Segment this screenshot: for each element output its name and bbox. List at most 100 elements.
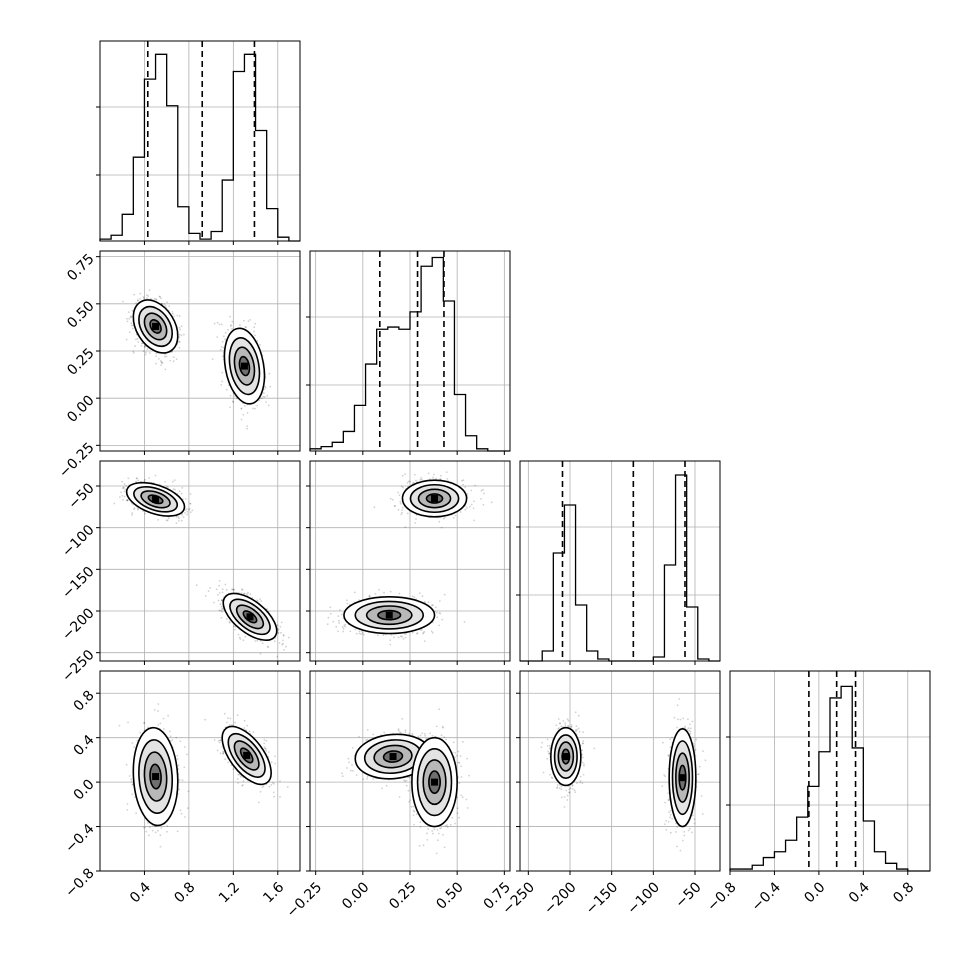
scatter-point bbox=[122, 300, 124, 303]
scatter-point bbox=[223, 712, 226, 715]
scatter-point bbox=[131, 327, 134, 330]
scatter-point bbox=[172, 480, 174, 483]
scatter-point bbox=[167, 517, 170, 520]
scatter-point bbox=[180, 334, 183, 337]
scatter-point bbox=[261, 397, 263, 400]
scatter-point bbox=[135, 480, 138, 483]
scatter-point bbox=[146, 348, 149, 350]
scatter-point bbox=[242, 413, 245, 416]
scatter-point bbox=[204, 718, 207, 721]
scatter-point bbox=[269, 385, 272, 388]
scatter-point bbox=[155, 298, 157, 300]
scatter-point bbox=[180, 519, 183, 522]
scatter-point bbox=[155, 362, 157, 365]
scatter-point bbox=[256, 599, 258, 602]
scatter-point bbox=[178, 326, 181, 329]
scatter-point bbox=[183, 766, 186, 769]
scatter-point bbox=[219, 348, 222, 351]
scatter-point bbox=[276, 655, 279, 658]
scatter-point bbox=[161, 362, 164, 364]
scatter-point bbox=[130, 316, 133, 318]
scatter-point bbox=[171, 739, 174, 741]
scatter-point bbox=[438, 520, 441, 523]
y-tick-label: 0.00 bbox=[64, 393, 97, 426]
scatter-point bbox=[259, 790, 262, 793]
scatter-point bbox=[277, 632, 279, 634]
scatter-point bbox=[131, 742, 134, 744]
scatter-point bbox=[239, 638, 242, 640]
scatter-point bbox=[143, 722, 146, 724]
scatter-point bbox=[218, 323, 221, 326]
scatter-point bbox=[490, 501, 493, 504]
scatter-point bbox=[239, 324, 241, 326]
scatter-point bbox=[238, 636, 241, 639]
scatter-point bbox=[236, 714, 239, 717]
scatter-point bbox=[178, 517, 180, 520]
scatter-point bbox=[415, 518, 417, 520]
scatter-point bbox=[172, 488, 175, 491]
scatter-point bbox=[151, 829, 154, 832]
scatter-point bbox=[282, 634, 285, 636]
scatter-point bbox=[243, 592, 246, 595]
scatter-point bbox=[391, 498, 394, 501]
scatter-point bbox=[413, 473, 416, 476]
scatter-point bbox=[264, 387, 267, 389]
scatter-point bbox=[172, 360, 175, 363]
scatter-point bbox=[282, 634, 285, 637]
scatter-point bbox=[244, 405, 246, 407]
scatter-point bbox=[256, 340, 259, 342]
scatter-point bbox=[474, 484, 477, 487]
scatter-point bbox=[139, 292, 142, 295]
scatter-point bbox=[127, 311, 130, 314]
scatter-point bbox=[189, 503, 192, 505]
scatter-point bbox=[123, 495, 126, 498]
y-tick-label: −50 bbox=[65, 480, 97, 512]
scatter-point bbox=[231, 724, 234, 726]
scatter-point bbox=[274, 755, 276, 758]
scatter-point bbox=[246, 427, 249, 430]
scatter-point bbox=[184, 512, 186, 514]
scatter-point bbox=[265, 401, 267, 403]
scatter-point bbox=[446, 478, 449, 480]
x-tick-label: 0.0 bbox=[801, 879, 828, 906]
scatter-point bbox=[254, 640, 257, 642]
histogram-panel-2 bbox=[516, 460, 721, 665]
scatter-point bbox=[123, 490, 126, 493]
scatter-point bbox=[121, 495, 124, 497]
scatter-point bbox=[175, 516, 178, 518]
scatter-point bbox=[242, 784, 244, 786]
scatter-point bbox=[126, 809, 129, 811]
scatter-point bbox=[186, 510, 189, 513]
scatter-point bbox=[159, 845, 162, 848]
scatter-point bbox=[267, 646, 270, 649]
scatter-point bbox=[163, 728, 165, 730]
scatter-point bbox=[169, 730, 171, 733]
scatter-point bbox=[166, 301, 168, 304]
scatter-point bbox=[470, 503, 473, 506]
scatter-point bbox=[242, 639, 245, 642]
scatter-point bbox=[176, 314, 179, 317]
x-tick-label: 0.4 bbox=[127, 879, 154, 906]
scatter-point bbox=[229, 394, 232, 397]
density-peak bbox=[243, 751, 251, 759]
scatter-point bbox=[221, 380, 224, 383]
scatter-point bbox=[127, 721, 129, 724]
scatter-point bbox=[226, 721, 228, 724]
scatter-point bbox=[184, 498, 187, 500]
histogram-panel-1 bbox=[306, 250, 511, 455]
scatter-point bbox=[128, 775, 131, 777]
scatter-point bbox=[244, 635, 247, 638]
scatter-point bbox=[218, 580, 221, 582]
scatter-point bbox=[237, 633, 240, 636]
scatter-point bbox=[164, 481, 166, 483]
scatter-point bbox=[389, 497, 392, 500]
scatter-point bbox=[186, 753, 188, 756]
scatter-point bbox=[177, 515, 180, 518]
scatter-point bbox=[169, 735, 172, 738]
scatter-point bbox=[178, 779, 181, 781]
scatter-point bbox=[172, 313, 174, 315]
scatter-point bbox=[135, 338, 137, 341]
scatter-point bbox=[222, 751, 225, 754]
scatter-point bbox=[234, 721, 237, 724]
histogram-step bbox=[520, 474, 720, 662]
